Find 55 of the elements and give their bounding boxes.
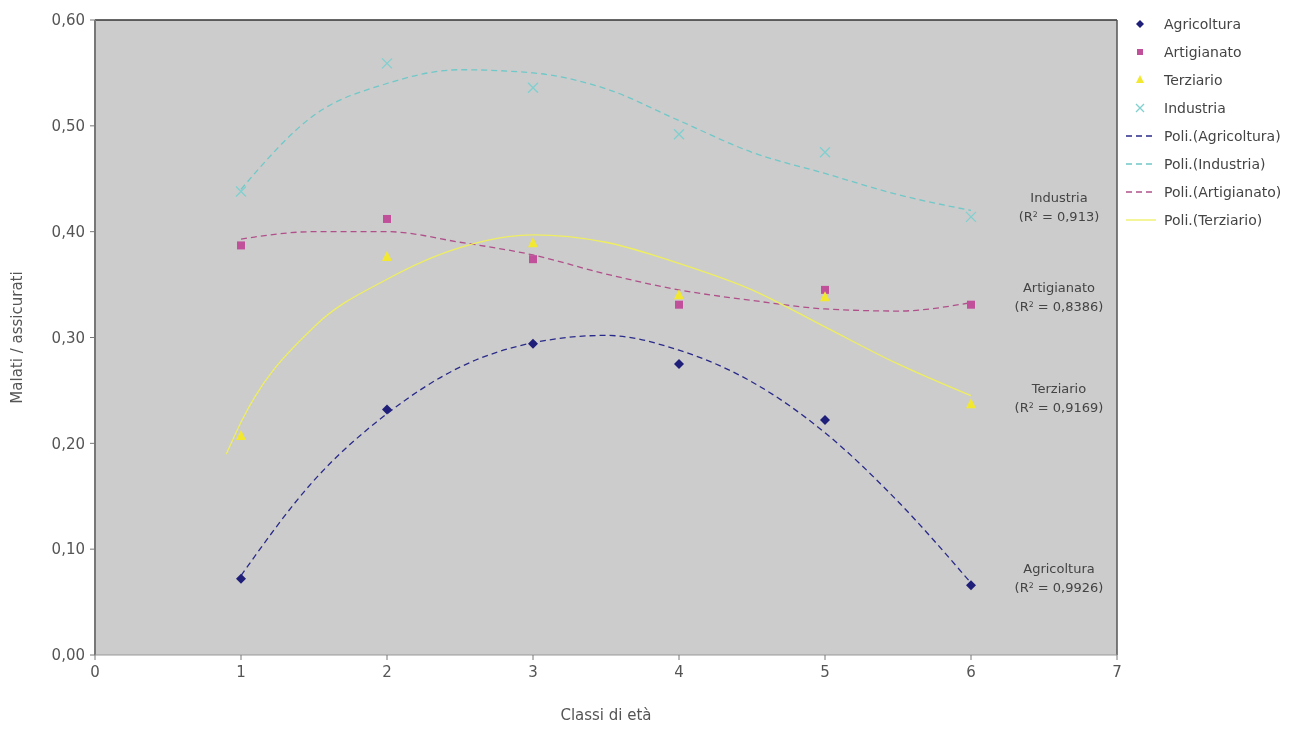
point <box>966 580 976 591</box>
x-tick-label: 0 <box>90 663 100 681</box>
point <box>236 573 246 584</box>
y-tick-label: 0,50 <box>51 117 85 136</box>
x-tick-label: 2 <box>382 663 392 681</box>
line-series <box>225 234 972 455</box>
point <box>527 82 539 94</box>
point <box>673 128 685 140</box>
annotation: Artigianato (R$^{2}$ = 0,8386) <box>1014 280 1104 314</box>
point <box>820 291 830 302</box>
line-series <box>240 69 972 212</box>
y-tick-label: 0,60 <box>51 11 85 30</box>
x-tick-label: 3 <box>528 663 538 681</box>
y-tick-label: 0,40 <box>51 222 85 241</box>
legend-label: Agricoltura <box>1164 15 1241 32</box>
y-tick-label: 0,10 <box>51 540 85 559</box>
point <box>528 237 538 248</box>
point <box>383 214 391 223</box>
x-tick-label: 1 <box>236 663 246 681</box>
legend-label: Terziario <box>1163 71 1223 88</box>
point <box>674 289 684 300</box>
x-tick-label: 5 <box>820 663 830 681</box>
legend-label: Poli.(Artigianato) <box>1164 183 1282 200</box>
legend-label: Poli.(Agricoltura) <box>1164 127 1281 144</box>
point <box>674 358 684 369</box>
point <box>819 146 831 158</box>
point <box>821 285 829 294</box>
point <box>528 338 538 349</box>
point <box>820 415 830 426</box>
legend-label: Poli.(Terziario) <box>1164 211 1263 228</box>
point <box>967 300 975 309</box>
point <box>675 300 683 309</box>
annotation: Industria (R$^{2}$ = 0,913) <box>1018 190 1100 224</box>
point <box>529 255 537 264</box>
y-axis-title: Malati / assicurati <box>8 271 26 404</box>
legend-label: Poli.(Industria) <box>1164 155 1266 172</box>
point <box>382 251 392 262</box>
legend-label: Artigianato <box>1164 43 1242 60</box>
point <box>966 398 976 409</box>
x-tick-label: 4 <box>674 663 684 681</box>
x-axis-title: Classi di età <box>560 706 652 724</box>
point <box>965 211 977 223</box>
y-tick-label: 0,30 <box>51 328 85 347</box>
x-tick-label: 7 <box>1112 663 1122 681</box>
point <box>237 241 245 250</box>
x-tick-label: 6 <box>966 663 976 681</box>
y-tick-label: 0,00 <box>51 646 85 665</box>
y-tick-label: 0,20 <box>51 434 85 453</box>
point <box>381 57 393 70</box>
annotation: Terziario (R$^{2}$ = 0,9169) <box>1014 381 1104 415</box>
legend-label: Industria <box>1164 99 1226 116</box>
point <box>382 404 392 415</box>
point <box>236 429 246 440</box>
point <box>235 185 247 198</box>
annotation: Agricoltura (R$^{2}$ = 0,9926) <box>1014 561 1104 595</box>
